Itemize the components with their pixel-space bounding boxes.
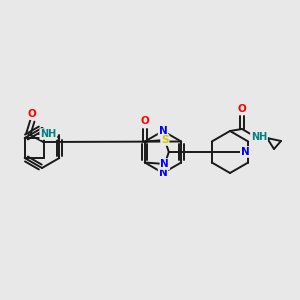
Text: O: O bbox=[140, 116, 149, 127]
Text: S: S bbox=[161, 135, 169, 145]
Text: O: O bbox=[28, 109, 37, 119]
Text: N: N bbox=[241, 147, 250, 157]
Text: N: N bbox=[159, 126, 167, 136]
Text: N: N bbox=[159, 168, 167, 178]
Text: N: N bbox=[160, 159, 169, 169]
Text: NH: NH bbox=[40, 129, 56, 139]
Text: NH: NH bbox=[251, 132, 267, 142]
Text: O: O bbox=[238, 104, 246, 114]
